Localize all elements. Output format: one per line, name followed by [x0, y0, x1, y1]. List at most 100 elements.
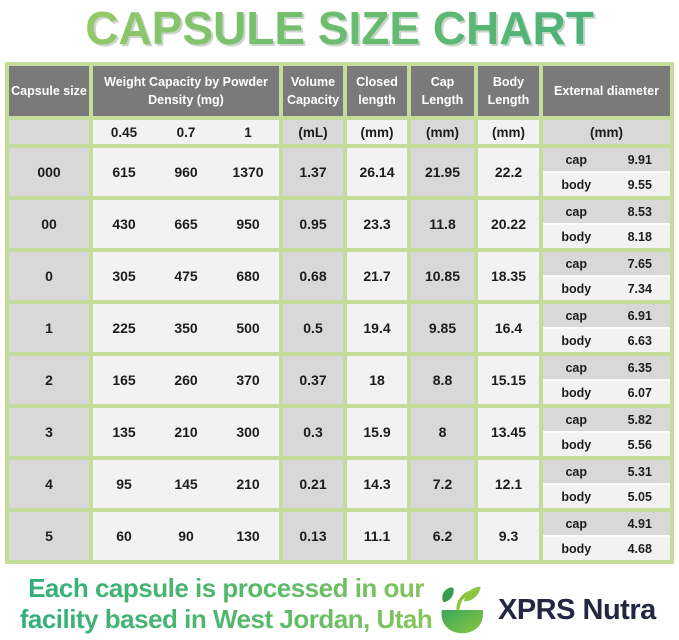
body-label: body [561, 541, 592, 556]
xprs-nutra-leaf-bowl-icon [441, 586, 483, 634]
footer-note-line2: facility based in West Jordan, Utah [19, 603, 433, 634]
closed-length-value: 14.3 [347, 460, 407, 508]
external-cap-row: cap 8.53 [543, 200, 670, 223]
external-body-row: body 5.05 [543, 485, 670, 508]
cap-length-value: 8.8 [411, 356, 474, 404]
cap-label: cap [565, 256, 588, 271]
capsule-size-table: Capsule size Weight Capacity by Powder D… [5, 62, 674, 564]
density-045: 0.45 [110, 124, 138, 140]
weight-1-value: 210 [236, 476, 260, 492]
body-diameter-value: 8.18 [627, 229, 652, 244]
weight-045-value: 165 [112, 372, 136, 388]
body-label: body [561, 437, 592, 452]
external-body-row: body 6.07 [543, 381, 670, 404]
body-diameter-value: 6.63 [627, 333, 652, 348]
body-diameter-value: 6.07 [627, 385, 652, 400]
weight-1-value: 500 [236, 320, 260, 336]
external-cap-row: cap 5.31 [543, 460, 670, 483]
cap-diameter-value: 9.91 [627, 152, 652, 167]
cap-label: cap [565, 308, 588, 323]
volume-value: 0.5 [283, 304, 343, 352]
weight-values: 615 960 1370 [93, 148, 279, 196]
body-length-value: 18.35 [478, 252, 539, 300]
brand-name: XPRS Nutra [498, 593, 656, 626]
external-cap-row: cap 9.91 [543, 148, 670, 171]
header-closed-length: Closed length [347, 66, 407, 116]
brand-lockup: XPRS Nutra [438, 585, 656, 635]
weight-1-value: 1370 [232, 164, 264, 180]
cap-diameter-value: 5.82 [627, 412, 652, 427]
capsule-size-value: 2 [9, 356, 89, 404]
weight-1-value: 680 [236, 268, 260, 284]
weight-045-value: 305 [112, 268, 136, 284]
cap-diameter-value: 4.91 [627, 516, 652, 531]
body-length-value: 16.4 [478, 304, 539, 352]
weight-07-value: 210 [174, 424, 198, 440]
subheader-closed-unit: (mm) [347, 120, 407, 144]
external-diameter-cell: cap 7.65 body 7.34 [543, 252, 670, 300]
weight-values: 305 475 680 [93, 252, 279, 300]
external-diameter-cell: cap 6.35 body 6.07 [543, 356, 670, 404]
weight-07-value: 350 [174, 320, 198, 336]
weight-07-value: 960 [174, 164, 198, 180]
subheader-empty [9, 120, 89, 144]
weight-07-value: 260 [174, 372, 198, 388]
volume-value: 0.13 [283, 512, 343, 560]
weight-045-value: 95 [116, 476, 132, 492]
body-diameter-value: 5.05 [627, 489, 652, 504]
weight-values: 225 350 500 [93, 304, 279, 352]
weight-045-value: 60 [116, 528, 132, 544]
closed-length-value: 21.7 [347, 252, 407, 300]
body-label: body [561, 177, 592, 192]
header-capsule-size: Capsule size [9, 66, 89, 116]
weight-values: 135 210 300 [93, 408, 279, 456]
volume-value: 0.3 [283, 408, 343, 456]
header-weight-capacity: Weight Capacity by Powder Density (mg) [93, 66, 279, 116]
closed-length-value: 23.3 [347, 200, 407, 248]
weight-values: 60 90 130 [93, 512, 279, 560]
external-diameter-cell: cap 9.91 body 9.55 [543, 148, 670, 196]
subheader-densities: 0.45 0.7 1 [93, 120, 279, 144]
body-length-value: 22.2 [478, 148, 539, 196]
external-diameter-cell: cap 5.82 body 5.56 [543, 408, 670, 456]
cap-diameter-value: 6.91 [627, 308, 652, 323]
cap-diameter-value: 5.31 [627, 464, 652, 479]
cap-label: cap [565, 412, 588, 427]
weight-1-value: 300 [236, 424, 260, 440]
external-body-row: body 9.55 [543, 173, 670, 196]
external-diameter-cell: cap 4.91 body 4.68 [543, 512, 670, 560]
cap-length-value: 9.85 [411, 304, 474, 352]
cap-length-value: 7.2 [411, 460, 474, 508]
external-body-row: body 8.18 [543, 225, 670, 248]
body-label: body [561, 281, 592, 296]
cap-length-value: 8 [411, 408, 474, 456]
header-external-diameter: External diameter [543, 66, 670, 116]
weight-045-value: 615 [112, 164, 136, 180]
external-diameter-cell: cap 5.31 body 5.05 [543, 460, 670, 508]
cap-length-value: 21.95 [411, 148, 474, 196]
footer-note-line1: Each capsule is processed in our [28, 573, 424, 603]
capsule-size-value: 00 [9, 200, 89, 248]
closed-length-value: 15.9 [347, 408, 407, 456]
cap-length-value: 10.85 [411, 252, 474, 300]
page-title: CAPSULE SIZE CHART [0, 1, 679, 55]
body-diameter-value: 9.55 [627, 177, 652, 192]
cap-label: cap [565, 464, 588, 479]
weight-1-value: 370 [236, 372, 260, 388]
external-cap-row: cap 6.35 [543, 356, 670, 379]
external-diameter-cell: cap 8.53 body 8.18 [543, 200, 670, 248]
volume-value: 0.21 [283, 460, 343, 508]
capsule-size-value: 0 [9, 252, 89, 300]
weight-045-value: 430 [112, 216, 136, 232]
body-length-value: 9.3 [478, 512, 539, 560]
weight-07-value: 475 [174, 268, 198, 284]
header-volume-capacity: Volume Capacity [283, 66, 343, 116]
weight-045-value: 225 [112, 320, 136, 336]
subheader-body-unit: (mm) [478, 120, 539, 144]
external-body-row: body 4.68 [543, 537, 670, 560]
cap-label: cap [565, 204, 588, 219]
volume-value: 0.95 [283, 200, 343, 248]
weight-07-value: 145 [174, 476, 198, 492]
density-1: 1 [244, 124, 252, 140]
capsule-size-value: 5 [9, 512, 89, 560]
